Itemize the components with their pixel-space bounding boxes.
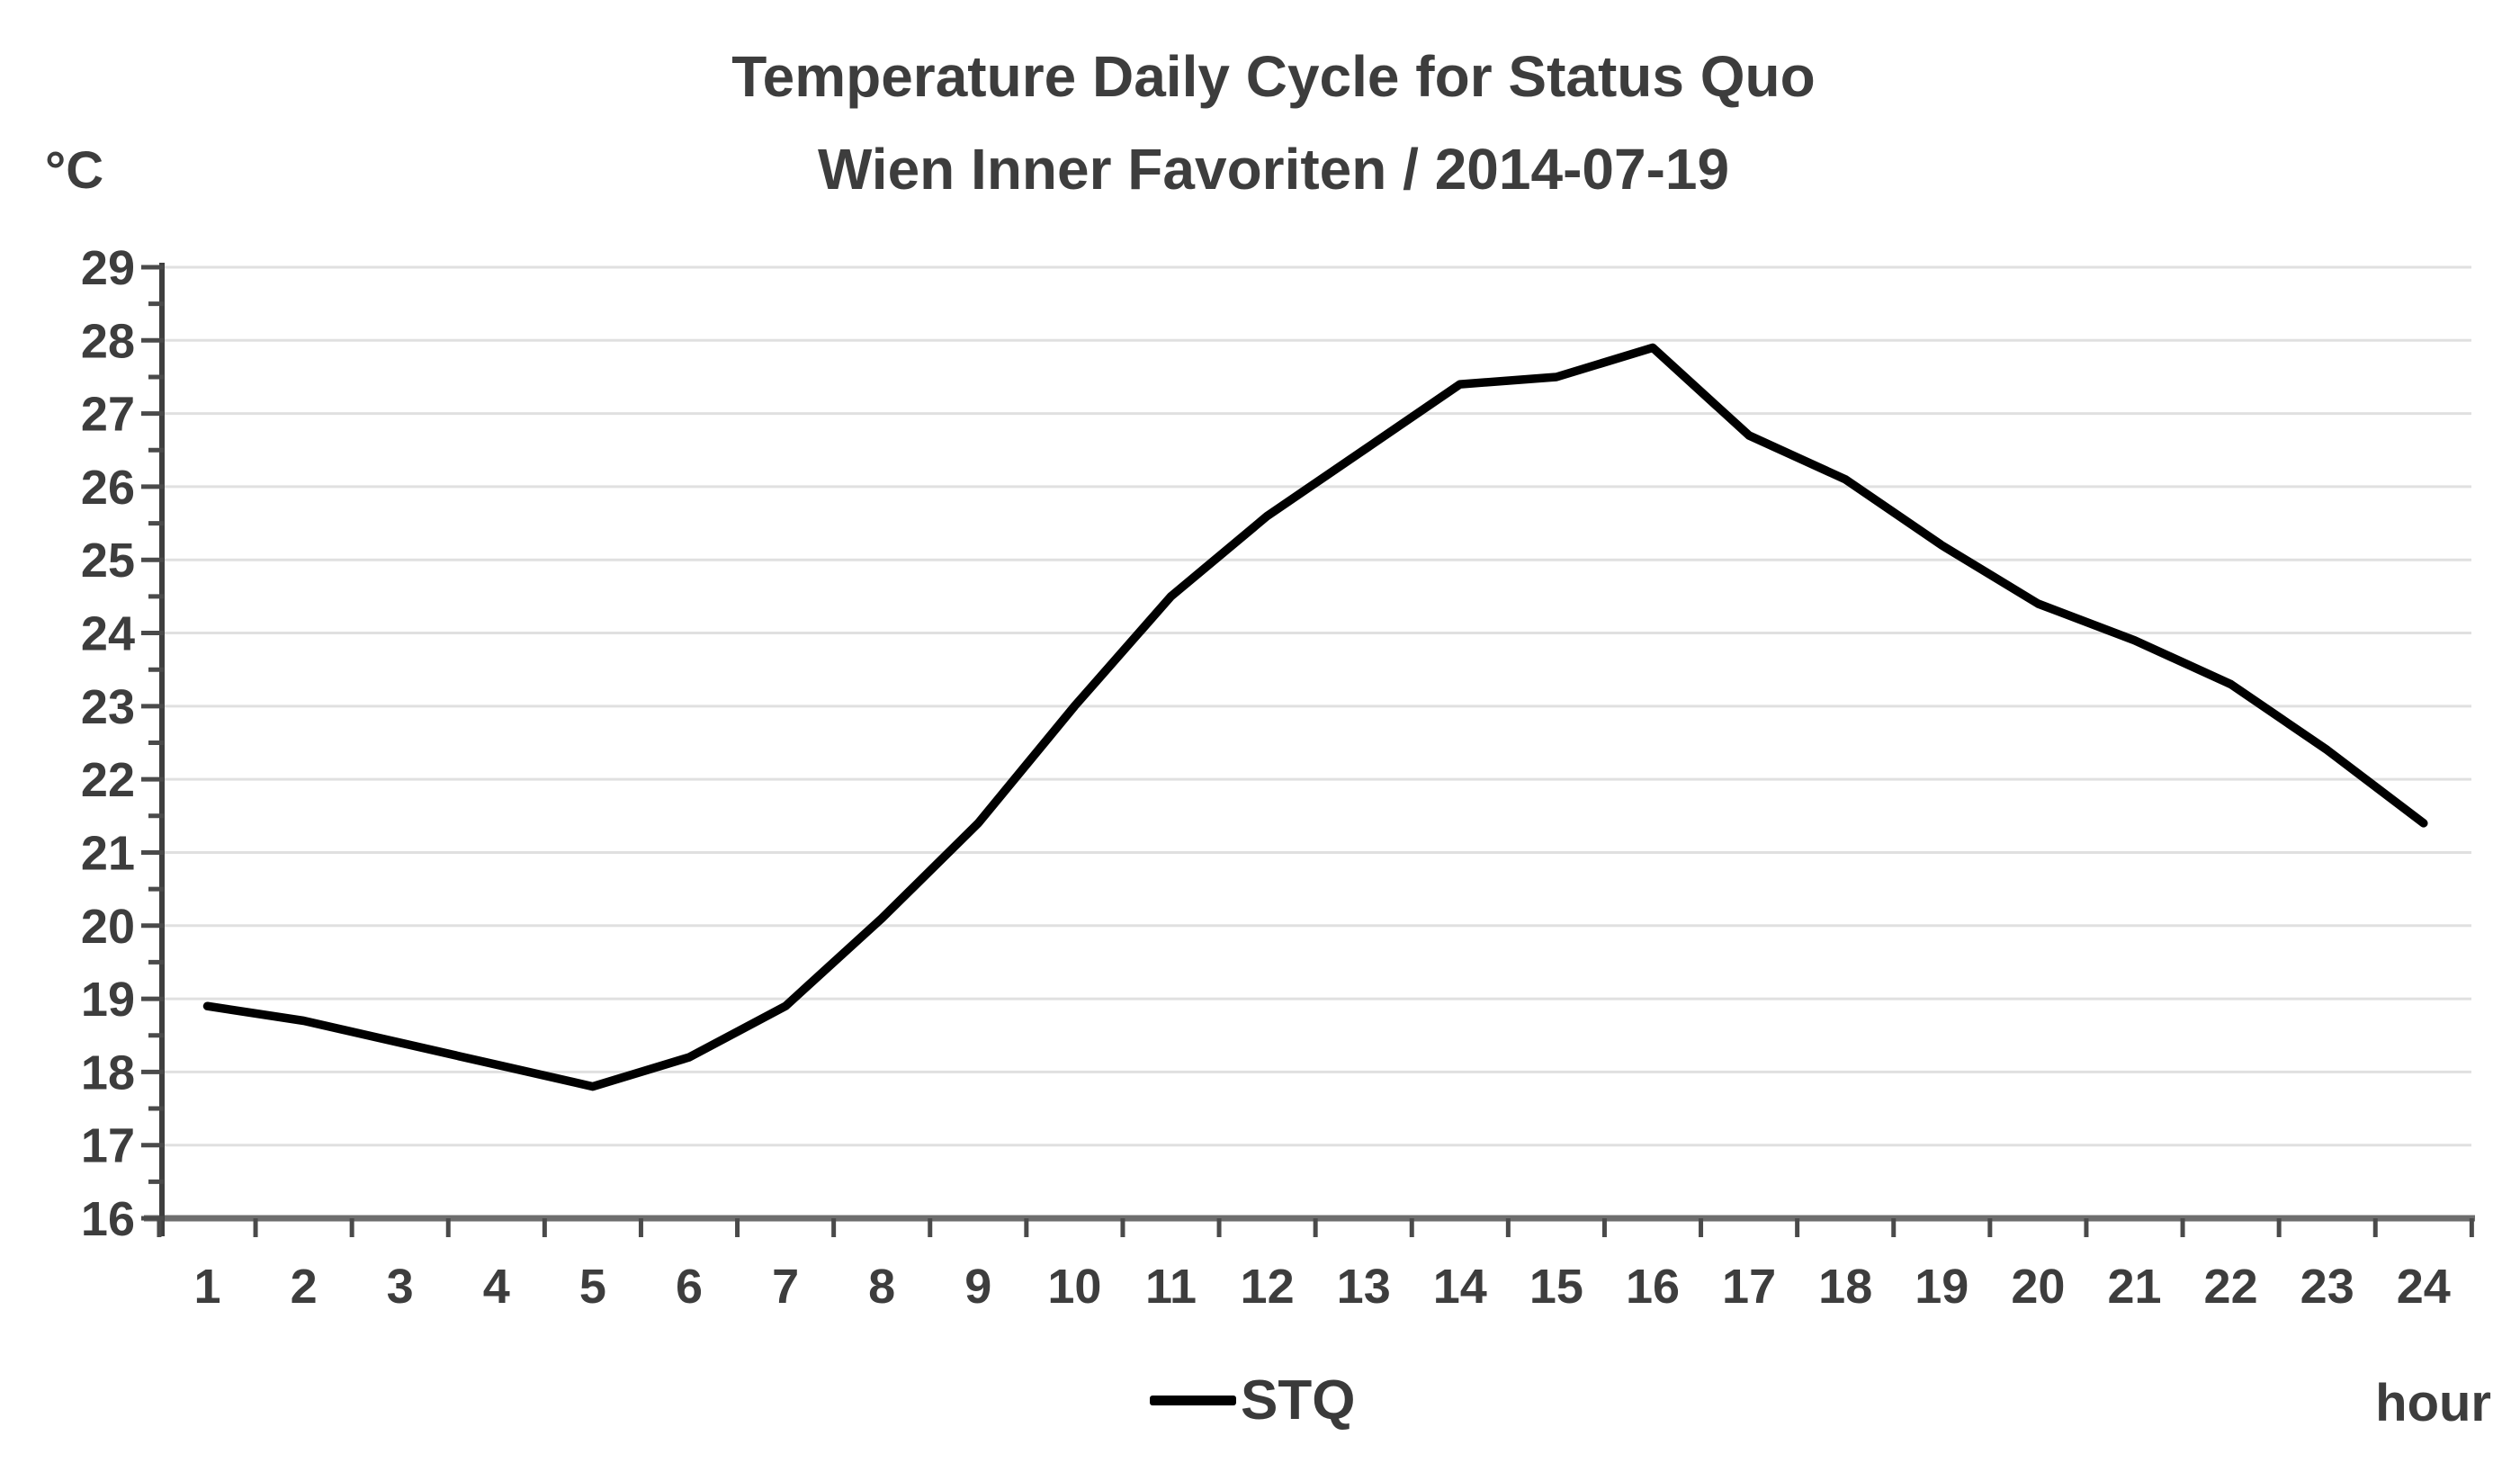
x-axis-unit-label: hour [2375, 1374, 2491, 1432]
x-axis-ticks [157, 1218, 2474, 1237]
y-tick-label-24: 24 [81, 607, 135, 661]
x-tick-label-8: 8 [868, 1260, 895, 1314]
chart-title-line2: Wien Inner Favoriten / 2014-07-19 [817, 137, 1730, 202]
legend-line-marker [1150, 1395, 1236, 1405]
x-tick-label-17: 17 [1722, 1260, 1776, 1314]
legend: STQ [1150, 1366, 1355, 1434]
temperature-line-series [202, 343, 2428, 1091]
y-tick-label-28: 28 [81, 314, 135, 368]
y-tick-label-22: 22 [81, 753, 135, 807]
x-axis-tick-labels: 1 2 3 4 5 6 7 8 9 10 11 12 13 14 15 16 17 18 19 20 21 22 23 24 [193, 1260, 2450, 1314]
x-tick-label-15: 15 [1529, 1260, 1583, 1314]
y-tick-label-19: 19 [81, 973, 135, 1027]
y-axis-ticks [141, 265, 164, 1221]
x-tick-label-4: 4 [483, 1260, 510, 1314]
legend-series-label: STQ [1241, 1369, 1356, 1432]
y-tick-label-21: 21 [81, 826, 135, 880]
x-tick-label-14: 14 [1433, 1260, 1487, 1314]
x-tick-label-18: 18 [1818, 1260, 1872, 1314]
x-tick-label-2: 2 [291, 1260, 318, 1314]
chart-title-line1: Temperature Daily Cycle for Status Quo [731, 44, 1816, 109]
x-tick-label-1: 1 [193, 1260, 220, 1314]
x-tick-label-23: 23 [2300, 1260, 2354, 1314]
axes [144, 263, 2475, 1236]
x-tick-label-24: 24 [2397, 1260, 2451, 1314]
x-tick-label-6: 6 [676, 1260, 703, 1314]
x-tick-label-5: 5 [579, 1260, 606, 1314]
x-tick-label-16: 16 [1626, 1260, 1680, 1314]
y-tick-label-25: 25 [81, 534, 135, 588]
chart-title: Temperature Daily Cycle for Status Quo W… [27, 31, 2520, 216]
x-tick-label-13: 13 [1337, 1260, 1391, 1314]
x-tick-label-19: 19 [1915, 1260, 1968, 1314]
y-tick-label-16: 16 [81, 1192, 135, 1246]
series-line-STQ [202, 343, 2428, 1091]
y-tick-label-26: 26 [81, 461, 135, 515]
y-axis-tick-labels: 16 17 18 19 20 21 22 23 24 25 26 27 28 29 [81, 241, 135, 1246]
x-tick-label-20: 20 [2011, 1260, 2065, 1314]
y-tick-label-29: 29 [81, 241, 135, 295]
x-tick-label-9: 9 [964, 1260, 991, 1314]
x-tick-label-7: 7 [772, 1260, 799, 1314]
x-tick-label-22: 22 [2204, 1260, 2258, 1314]
x-tick-label-3: 3 [387, 1260, 414, 1314]
y-tick-label-23: 23 [81, 680, 135, 734]
x-tick-label-12: 12 [1241, 1260, 1295, 1314]
x-tick-label-10: 10 [1047, 1260, 1101, 1314]
y-tick-label-27: 27 [81, 388, 135, 442]
y-axis-unit-label: °C [45, 141, 104, 200]
y-gridlines [162, 265, 2471, 1147]
x-tick-label-11: 11 [1145, 1260, 1197, 1314]
y-tick-label-18: 18 [81, 1046, 135, 1099]
y-tick-label-20: 20 [81, 900, 135, 954]
y-tick-label-17: 17 [81, 1119, 135, 1173]
x-tick-label-21: 21 [2107, 1260, 2161, 1314]
